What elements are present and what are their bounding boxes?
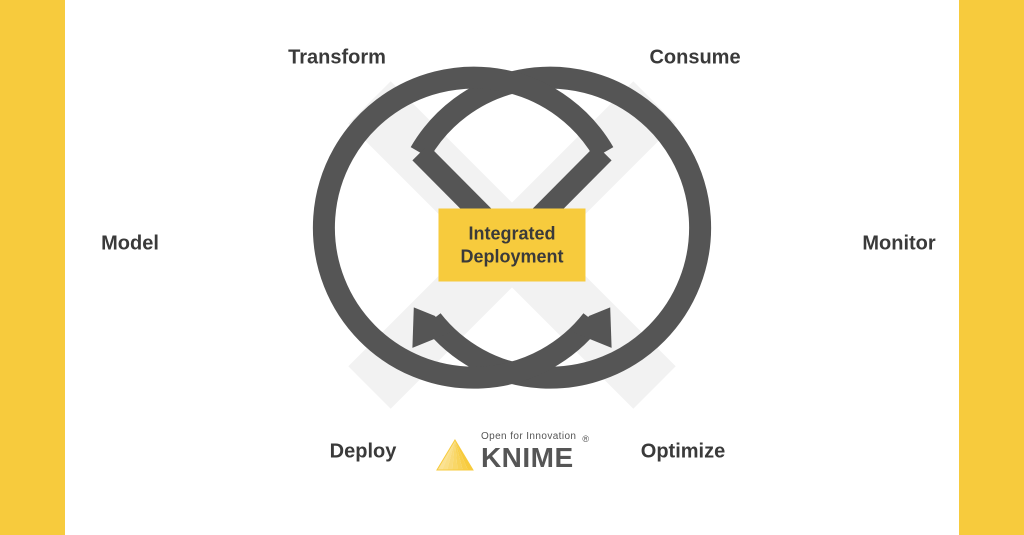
label-monitor: Monitor [862,233,935,256]
logo-mark-icon [435,438,475,472]
logo: Open for Innovation KNIME ® [435,432,589,472]
diagram-canvas: Transform Consume Model Monitor Deploy O… [65,0,959,535]
logo-text: Open for Innovation KNIME [481,432,576,472]
label-deploy: Deploy [330,441,397,464]
center-line1: Integrated [460,223,563,246]
registered-mark-icon: ® [582,434,589,444]
label-model: Model [101,233,159,256]
logo-tagline: Open for Innovation [481,432,576,442]
label-consume: Consume [649,47,740,70]
logo-name: KNIME [481,444,576,472]
center-line2: Deployment [460,245,563,268]
left-accent-bar [0,0,65,535]
label-transform: Transform [288,47,386,70]
center-box: Integrated Deployment [438,209,585,282]
label-optimize: Optimize [641,441,725,464]
right-accent-bar [959,0,1024,535]
